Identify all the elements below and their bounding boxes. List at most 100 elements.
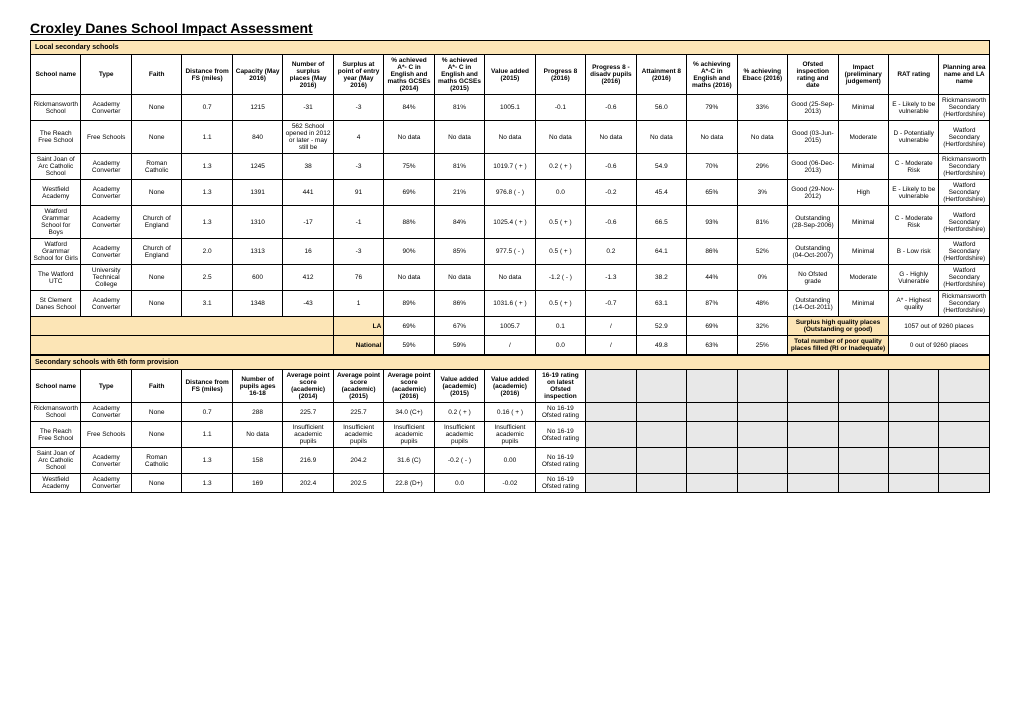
table-cell: 88% bbox=[384, 206, 434, 239]
filler-cell bbox=[788, 422, 838, 448]
table-cell: No 16-19 Ofsted rating bbox=[535, 403, 585, 422]
table-cell: 38 bbox=[283, 154, 333, 180]
table-cell: Academy Converter bbox=[81, 403, 131, 422]
table-cell: 225.7 bbox=[283, 403, 333, 422]
table-cell: Watford Secondary (Hertfordshire) bbox=[939, 239, 990, 265]
summary-value: 67% bbox=[434, 317, 484, 336]
table-cell: -0.2 ( - ) bbox=[434, 448, 484, 474]
filler-cell bbox=[586, 474, 636, 493]
table-cell: 29% bbox=[737, 154, 787, 180]
table-cell: 0.00 bbox=[485, 448, 535, 474]
col-header: Distance from FS (miles) bbox=[182, 370, 232, 403]
table-cell: Outstanding (14-Oct-2011) bbox=[788, 291, 838, 317]
table-cell: -0.1 bbox=[535, 95, 585, 121]
table-cell: 33% bbox=[737, 95, 787, 121]
table-cell: 85% bbox=[434, 239, 484, 265]
table-cell: 86% bbox=[687, 239, 737, 265]
table-cell: 0% bbox=[737, 265, 787, 291]
table-cell: -0.6 bbox=[586, 154, 636, 180]
table-cell: Moderate bbox=[838, 265, 888, 291]
table-cell: Academy Converter bbox=[81, 180, 131, 206]
table-cell: None bbox=[131, 265, 181, 291]
table-cell: -31 bbox=[283, 95, 333, 121]
table-cell: 1245 bbox=[232, 154, 282, 180]
table-cell: Free Schools bbox=[81, 422, 131, 448]
filler-cell bbox=[838, 422, 888, 448]
table-cell: 31.6 (C) bbox=[384, 448, 434, 474]
table-cell: 0.0 bbox=[535, 180, 585, 206]
table-cell: 977.5 ( - ) bbox=[485, 239, 535, 265]
table-cell: 45.4 bbox=[636, 180, 686, 206]
table-cell: A* - Highest quality bbox=[888, 291, 938, 317]
filler-cell bbox=[838, 448, 888, 474]
filler-cell bbox=[888, 448, 938, 474]
table-cell: Good (29-Nov-2012) bbox=[788, 180, 838, 206]
table-cell: 1.1 bbox=[182, 422, 232, 448]
table-cell: No data bbox=[384, 265, 434, 291]
col-header: Capacity (May 2016) bbox=[232, 55, 282, 95]
table-cell: -17 bbox=[283, 206, 333, 239]
table-cell: Watford Grammar School for Boys bbox=[31, 206, 81, 239]
table-cell: 86% bbox=[434, 291, 484, 317]
filler-cell bbox=[687, 370, 737, 403]
summary-count: 0 out of 9260 places bbox=[888, 336, 989, 355]
table-cell: Good (25-Sep-2013) bbox=[788, 95, 838, 121]
table-cell: Minimal bbox=[838, 239, 888, 265]
summary-value: / bbox=[586, 317, 636, 336]
table-cell: Insufficient academic pupils bbox=[384, 422, 434, 448]
filler-cell bbox=[586, 370, 636, 403]
table-cell: 66.5 bbox=[636, 206, 686, 239]
table-cell: No 16-19 Ofsted rating bbox=[535, 422, 585, 448]
table-cell: 840 bbox=[232, 121, 282, 154]
table-cell: 89% bbox=[384, 291, 434, 317]
table-cell: The Watford UTC bbox=[31, 265, 81, 291]
table-cell: 1.3 bbox=[182, 206, 232, 239]
table-cell: Academy Converter bbox=[81, 291, 131, 317]
table-cell: 38.2 bbox=[636, 265, 686, 291]
table-cell: 81% bbox=[434, 154, 484, 180]
table-cell: C - Moderate Risk bbox=[888, 206, 938, 239]
table-cell: 54.9 bbox=[636, 154, 686, 180]
table-cell: None bbox=[131, 403, 181, 422]
col-header: Faith bbox=[131, 55, 181, 95]
table-cell: No data bbox=[687, 121, 737, 154]
table-cell: 65% bbox=[687, 180, 737, 206]
table-cell: 64.1 bbox=[636, 239, 686, 265]
filler-cell bbox=[687, 448, 737, 474]
col-header: School name bbox=[31, 55, 81, 95]
table-cell: None bbox=[131, 180, 181, 206]
table-cell: -0.02 bbox=[485, 474, 535, 493]
table-cell: 1005.1 bbox=[485, 95, 535, 121]
filler-cell bbox=[838, 370, 888, 403]
filler-cell bbox=[838, 403, 888, 422]
table-cell: 169 bbox=[232, 474, 282, 493]
table-cell: B - Low risk bbox=[888, 239, 938, 265]
table-cell: 2.5 bbox=[182, 265, 232, 291]
table-cell: None bbox=[131, 474, 181, 493]
table-cell: No data bbox=[434, 265, 484, 291]
table-cell: Academy Converter bbox=[81, 95, 131, 121]
table-cell: 0.5 ( + ) bbox=[535, 291, 585, 317]
table-cell: -0.2 bbox=[586, 180, 636, 206]
filler-cell bbox=[838, 474, 888, 493]
summary-value: 32% bbox=[737, 317, 787, 336]
table-cell: 93% bbox=[687, 206, 737, 239]
table-cell: 216.9 bbox=[283, 448, 333, 474]
table-cell: High bbox=[838, 180, 888, 206]
table-cell: 4 bbox=[333, 121, 383, 154]
table-cell: 1025.4 ( + ) bbox=[485, 206, 535, 239]
table-cell: Roman Catholic bbox=[131, 448, 181, 474]
section1-header: Local secondary schools bbox=[31, 41, 990, 55]
table-cell: 0.16 ( + ) bbox=[485, 403, 535, 422]
table-cell: None bbox=[131, 95, 181, 121]
table-cell: University Technical College bbox=[81, 265, 131, 291]
col-header: Number of surplus places (May 2016) bbox=[283, 55, 333, 95]
table-cell: 69% bbox=[384, 180, 434, 206]
table-cell: No data bbox=[232, 422, 282, 448]
table-cell: Church of England bbox=[131, 206, 181, 239]
filler-cell bbox=[788, 474, 838, 493]
table-cell: No data bbox=[535, 121, 585, 154]
col-header: Number of pupils ages 16-18 bbox=[232, 370, 282, 403]
filler-cell bbox=[939, 474, 990, 493]
filler-cell bbox=[586, 422, 636, 448]
